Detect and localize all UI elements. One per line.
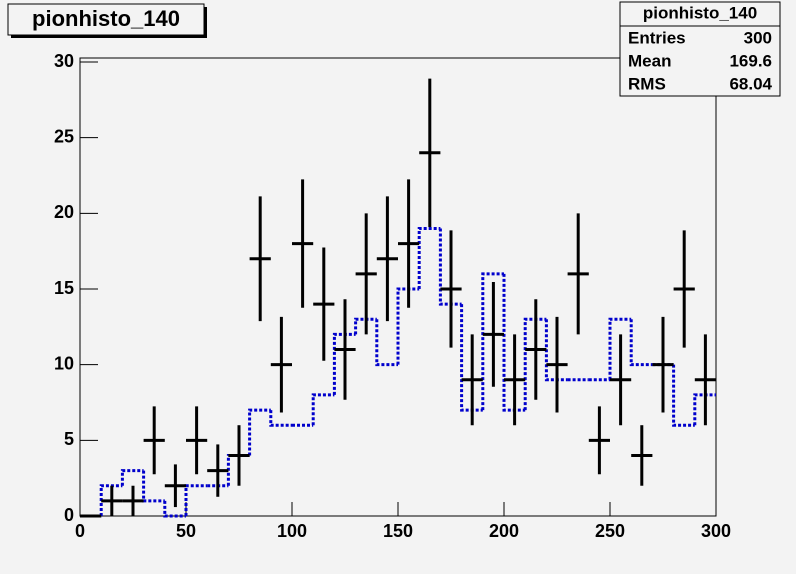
reference-step: [163, 500, 186, 518]
reference-step: [99, 484, 123, 516]
reference-step: [375, 319, 398, 367]
reference-step: [248, 408, 271, 456]
x-tick-label: 200: [489, 521, 519, 541]
reference-step: [354, 317, 377, 335]
y-tick-label: 10: [54, 353, 74, 373]
y-tick-label: 30: [54, 51, 74, 71]
reference-step: [332, 332, 356, 395]
reference-step: [608, 317, 632, 380]
x-tick-label: 300: [701, 521, 731, 541]
reference-step: [544, 319, 568, 382]
reference-step: [672, 364, 695, 427]
stats-value: 68.04: [729, 74, 772, 93]
reference-step: [396, 287, 420, 365]
x-tick-label: 50: [176, 521, 196, 541]
reference-step: [417, 226, 441, 289]
stats-title: pionhisto_140: [643, 3, 757, 22]
plot-frame: [79, 57, 717, 517]
y-tick-label: 20: [54, 202, 74, 222]
reference-step: [311, 393, 335, 426]
stats-value: 169.6: [729, 51, 772, 70]
reference-step: [120, 469, 144, 486]
y-tick-label: 15: [54, 278, 74, 298]
stats-value: 300: [744, 28, 772, 47]
x-tick-label: 150: [383, 521, 413, 541]
chart-title: pionhisto_140: [32, 6, 180, 31]
stats-label: RMS: [628, 74, 666, 93]
stats-label: Mean: [628, 51, 671, 70]
y-tick-label: 0: [64, 505, 74, 525]
y-tick-label: 25: [54, 126, 74, 146]
reference-step: [438, 228, 462, 306]
reference-step: [460, 304, 483, 412]
reference-step: [502, 273, 526, 412]
y-tick-label: 5: [64, 429, 74, 449]
reference-step: [481, 272, 504, 411]
x-tick-label: 0: [75, 521, 85, 541]
reference-step: [693, 393, 716, 426]
x-tick-label: 100: [277, 521, 307, 541]
x-tick-label: 250: [595, 521, 625, 541]
title-box: [7, 3, 205, 36]
stats-rows: Entries 300 Mean 169.6 RMS 68.04: [628, 28, 773, 93]
stats-label: Entries: [628, 28, 686, 47]
stats-box: [619, 1, 781, 97]
reference-step: [629, 319, 653, 367]
reference-step: [269, 410, 292, 427]
